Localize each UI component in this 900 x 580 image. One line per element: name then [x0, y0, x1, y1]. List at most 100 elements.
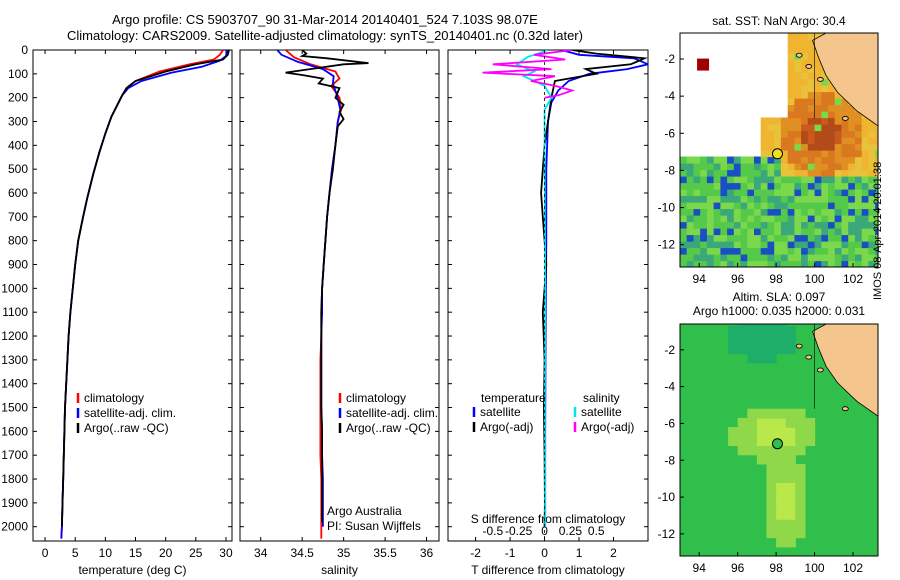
island [805, 64, 813, 69]
x-tick-label: 94 [693, 272, 707, 286]
series-line-argo-raw-qc- [285, 50, 369, 522]
x-tick-label: 102 [843, 561, 863, 575]
x-tick-label: 35.5 [373, 546, 397, 560]
x-tick-label: 96 [731, 272, 745, 286]
y-tick-label: -8 [664, 453, 675, 467]
y-tick-label: 500 [8, 162, 28, 176]
x-tick-label-top: 0.25 [559, 524, 583, 538]
annotation-pi: PI: Susan Wijffels [327, 519, 421, 533]
y-tick-label: -2 [664, 343, 675, 357]
y-tick-label: 600 [8, 186, 28, 200]
series-line-argo-raw-qc- [61, 50, 230, 527]
y-tick-label: -8 [664, 163, 675, 177]
x-tick-label: 25 [189, 546, 203, 560]
y-tick-label: -6 [664, 126, 675, 140]
legend-group-temperature: temperature [481, 391, 546, 405]
legend-label: satellite [581, 405, 622, 419]
legend-label: satellite [480, 405, 521, 419]
y-tick-label: 1600 [1, 424, 28, 438]
x-tick-label: -1 [505, 546, 516, 560]
y-tick-label: 300 [8, 115, 28, 129]
x-tick-label: 34.5 [291, 546, 315, 560]
salinity-profile-frame [239, 49, 440, 542]
island [795, 343, 803, 349]
sla-map-frame [679, 323, 879, 557]
island [805, 354, 813, 360]
sst-map-frame [679, 32, 879, 268]
sla-map-panel: 94 96 98 100 102 -2 -4 -6 -8 -10 -12 Altim. SLA: 0.… [658, 290, 879, 575]
x-tick-label: 10 [99, 546, 113, 560]
x-tick-label: 94 [693, 561, 707, 575]
legend-label: climatology [346, 391, 406, 405]
y-tick-label: -12 [658, 527, 676, 541]
y-tick-label: 1400 [1, 377, 28, 391]
annotation-argo-australia: Argo Australia [327, 504, 402, 518]
y-tick-label: 400 [8, 138, 28, 152]
legend-label: Argo(-adj) [581, 420, 634, 434]
x-tick-label: 30 [219, 546, 233, 560]
salinity-profile-panel: 34 34.5 35 35.5 36 salinity climatologysatelli… [239, 49, 440, 577]
series-line-salinity-argo-adj- [482, 50, 576, 99]
x-tick-label: 2 [610, 546, 617, 560]
y-tick-label: 1100 [2, 305, 28, 319]
legend-label: satellite-adj. clim. [84, 406, 176, 420]
y-tick-label: 1700 [1, 448, 28, 462]
x-tick-label: 98 [769, 272, 783, 286]
x-tick-label-top: -0.25 [505, 524, 533, 538]
sst-value-marker [697, 58, 710, 71]
sst-map-panel: 94 96 98 100 102 -2 -4 -6 -8 -10 -12 sat. SST: NaN … [658, 14, 879, 286]
island [841, 116, 849, 121]
y-tick-label: 1900 [1, 496, 28, 510]
x-tick-label-top: -0.5 [482, 524, 503, 538]
y-tick-label: 2000 [1, 520, 28, 534]
x-tick-label-top: 0.5 [588, 524, 605, 538]
x-axis-label: salinity [321, 563, 358, 577]
y-tick-label: 1300 [1, 353, 28, 367]
x-axis-label: temperature (deg C) [78, 563, 186, 577]
y-tick-label: 900 [8, 258, 28, 272]
y-tick-label: -4 [664, 89, 675, 103]
x-tick-label: 20 [159, 546, 173, 560]
x-tick-label: -2 [470, 546, 481, 560]
argo-position-marker [771, 438, 783, 450]
x-tick-label: 100 [805, 561, 825, 575]
y-tick-label: 700 [8, 210, 28, 224]
legend-label: climatology [84, 391, 144, 405]
y-tick-label: 1800 [1, 472, 28, 486]
sst-map-title: sat. SST: NaN Argo: 30.4 [712, 14, 846, 28]
imos-timestamp: IMOS 08-Apr-2014 20:01:38 [872, 161, 884, 300]
x-tick-label: 15 [129, 546, 143, 560]
island [841, 406, 849, 412]
y-tick-label: 1500 [1, 401, 28, 415]
x-tick-label: 36 [420, 546, 434, 560]
x-tick-label: 100 [805, 272, 825, 286]
legend-group-salinity: salinity [583, 391, 620, 405]
island [816, 367, 824, 373]
legend-label: satellite-adj. clim. [346, 406, 438, 420]
chart-title-line2: Climatology: CARS2009. Satellite-adjuste… [67, 28, 583, 43]
y-tick-label: 800 [8, 234, 28, 248]
y-tick-label: 0 [21, 43, 28, 57]
series-line-salinity-satellite [515, 50, 553, 527]
y-tick-label: -12 [658, 238, 676, 252]
y-tick-label: 100 [8, 67, 28, 81]
y-tick-label: 1000 [1, 281, 28, 295]
x-tick-label: 102 [843, 272, 863, 286]
y-tick-label: 1200 [1, 329, 28, 343]
chart-title-line1: Argo profile: CS 5903707_90 31-Mar-2014 … [112, 12, 538, 27]
temperature-profile-panel: 0 5 10 15 20 25 30 temperature (deg C) 0 100 200 30… [1, 43, 233, 577]
x-axis-label: T difference from climatology [471, 563, 625, 577]
y-tick-label: -6 [664, 416, 675, 430]
x-tick-label: 35 [337, 546, 351, 560]
x-tick-label: 0 [42, 546, 49, 560]
island [816, 77, 824, 82]
y-tick-label: 200 [8, 91, 28, 105]
temperature-profile-frame [32, 49, 233, 542]
x-label-top: S difference from climatology [471, 512, 626, 526]
legend-label: Argo(-adj) [480, 420, 533, 434]
argo-position-marker [771, 148, 783, 160]
sla-map-title-line1: Altim. SLA: 0.097 [733, 290, 826, 304]
legend-label: Argo(..raw -QC) [346, 421, 431, 435]
y-tick-label: -10 [658, 490, 676, 504]
